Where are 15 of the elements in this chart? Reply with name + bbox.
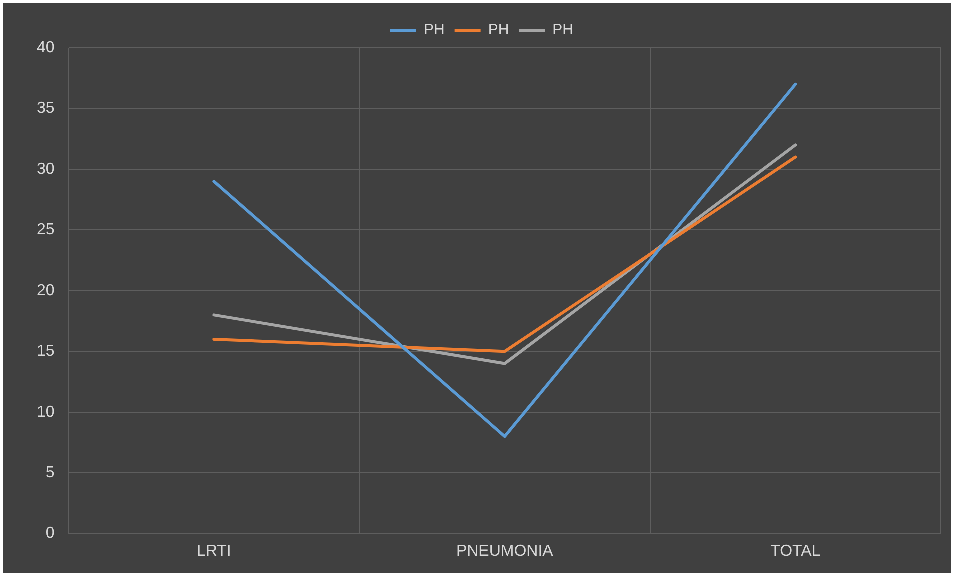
legend-label: PH [488, 22, 510, 39]
y-tick-label: 40 [37, 39, 55, 56]
x-tick-label: PNEUMONIA [456, 542, 554, 560]
y-tick-label: 25 [37, 222, 55, 239]
x-tick-label: TOTAL [770, 542, 821, 560]
y-tick-label: 30 [37, 160, 55, 178]
legend-label: PH [424, 22, 445, 39]
y-tick-label: 0 [46, 525, 55, 542]
y-tick-label: 35 [37, 100, 55, 118]
y-tick-label: 5 [46, 464, 55, 482]
legend-label: PH [552, 22, 574, 39]
y-tick-label: 15 [37, 343, 55, 360]
y-tick-label: 20 [37, 282, 55, 300]
x-tick-label: LRTI [196, 542, 232, 560]
y-tick-label: 10 [37, 404, 55, 421]
